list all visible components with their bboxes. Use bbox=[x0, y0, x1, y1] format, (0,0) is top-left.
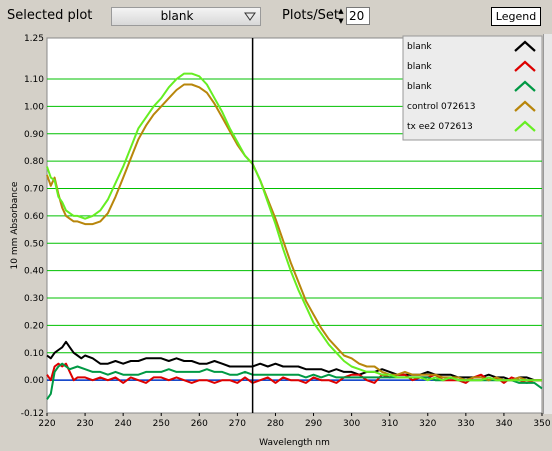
legend-swatch-icon bbox=[514, 80, 536, 92]
y-tick-label: 0.00 bbox=[24, 376, 44, 386]
y-tick-label: -0.12 bbox=[21, 409, 44, 419]
x-axis-title: Wavelength nm bbox=[259, 438, 330, 448]
series-line-1 bbox=[46, 340, 542, 382]
x-tick-label: 320 bbox=[419, 419, 436, 429]
selected-plot-value: blank bbox=[160, 9, 194, 23]
x-tick-label: 340 bbox=[495, 419, 512, 429]
legend-entry-label: control 072613 bbox=[407, 102, 475, 112]
x-tick-label: 230 bbox=[76, 419, 93, 429]
legend-entry-label: tx ee2 072613 bbox=[407, 122, 473, 132]
y-tick-label: 0.30 bbox=[24, 294, 44, 304]
plots-per-set-spinner: ▲ ▼ bbox=[337, 7, 345, 26]
spinner-down-icon[interactable]: ▼ bbox=[338, 17, 344, 25]
x-tick-label: 270 bbox=[229, 419, 246, 429]
y-tick-label: 1.00 bbox=[24, 102, 44, 112]
series-line-5 bbox=[46, 72, 542, 382]
x-tick-label: 260 bbox=[191, 419, 208, 429]
x-tick-label: 300 bbox=[343, 419, 360, 429]
legend-swatch-icon bbox=[514, 40, 536, 52]
x-tick-label: 290 bbox=[305, 419, 322, 429]
chevron-down-icon bbox=[244, 12, 256, 21]
x-tick-label: 350 bbox=[533, 419, 550, 429]
legend-entry-label: blank bbox=[407, 62, 432, 72]
legend-entry-label: blank bbox=[407, 82, 432, 92]
legend-swatch-icon bbox=[514, 120, 536, 132]
legend-panel: blank blank blank control 072613 tx ee2 0726… bbox=[402, 35, 543, 141]
series-line-2 bbox=[46, 362, 542, 384]
y-tick-label: 0.70 bbox=[24, 185, 44, 195]
series-line-4 bbox=[46, 83, 542, 382]
x-tick-label: 240 bbox=[115, 419, 132, 429]
selected-plot-dropdown[interactable]: blank bbox=[111, 7, 261, 26]
side-scrollbar[interactable] bbox=[543, 34, 552, 414]
toolbar: Selected plot blank Plots/Set ▲ ▼ Legend bbox=[0, 0, 552, 34]
y-tick-label: 0.20 bbox=[24, 321, 44, 331]
x-tick-label: 280 bbox=[267, 419, 284, 429]
x-tick-label: 250 bbox=[153, 419, 170, 429]
y-tick-label: 0.40 bbox=[24, 267, 44, 277]
y-tick-label: 0.60 bbox=[24, 212, 44, 222]
spinner-up-icon[interactable]: ▲ bbox=[338, 7, 344, 15]
plots-per-set-label: Plots/Set bbox=[282, 8, 340, 23]
y-tick-label: 0.50 bbox=[24, 239, 44, 249]
legend-entry-label: blank bbox=[407, 42, 432, 52]
x-tick-label: 330 bbox=[457, 419, 474, 429]
legend-button[interactable]: Legend bbox=[491, 7, 541, 26]
series-layer bbox=[46, 72, 543, 400]
axis-layer: -0.12 0.00 0.10 0.20 0.30 0.40 0.50 0.60 0.70 0.8… bbox=[10, 34, 551, 448]
y-tick-label: 1.10 bbox=[24, 75, 44, 85]
selected-plot-label: Selected plot bbox=[7, 8, 93, 23]
legend-swatch-icon bbox=[514, 100, 536, 112]
y-tick-label: 1.25 bbox=[24, 34, 44, 44]
plots-per-set-input[interactable] bbox=[346, 7, 370, 25]
x-tick-label: 310 bbox=[381, 419, 398, 429]
y-tick-label: 0.90 bbox=[24, 130, 44, 140]
legend-swatch-icon bbox=[514, 60, 536, 72]
y-tick-label: 0.80 bbox=[24, 157, 44, 167]
y-tick-label: 0.10 bbox=[24, 349, 44, 359]
y-axis-title: 10 mm Absorbance bbox=[10, 181, 20, 269]
x-tick-label: 220 bbox=[38, 419, 55, 429]
